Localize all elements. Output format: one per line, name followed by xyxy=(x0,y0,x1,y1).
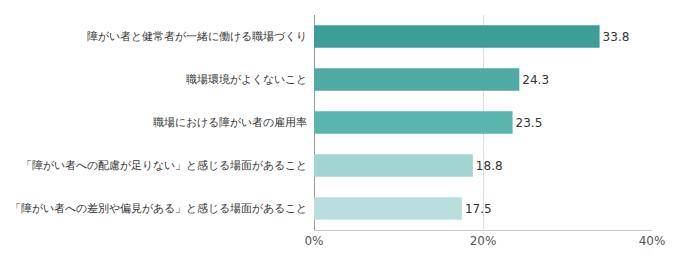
svg-text:33.8: 33.8 xyxy=(603,30,630,44)
svg-text:40%: 40% xyxy=(639,234,666,248)
svg-text:17.5: 17.5 xyxy=(465,202,492,216)
svg-text:0%: 0% xyxy=(304,234,323,248)
svg-text:20%: 20% xyxy=(470,234,497,248)
svg-text:「障がい者への配慮が足りない」と感じる場面があること: 「障がい者への配慮が足りない」と感じる場面があること xyxy=(21,159,307,172)
svg-text:職場環境がよくないこと: 職場環境がよくないこと xyxy=(186,73,307,86)
svg-text:障がい者と健常者が一緒に働ける職場づくり: 障がい者と健常者が一緒に働ける職場づくり xyxy=(87,30,307,43)
svg-text:職場における障がい者の雇用率: 職場における障がい者の雇用率 xyxy=(153,116,307,129)
svg-text:24.3: 24.3 xyxy=(522,73,549,87)
svg-text:23.5: 23.5 xyxy=(516,116,543,130)
svg-text:「障がい者への差別や偏見がある」と感じる場面があること: 「障がい者への差別や偏見がある」と感じる場面があること xyxy=(10,202,307,215)
svg-text:18.8: 18.8 xyxy=(476,159,503,173)
